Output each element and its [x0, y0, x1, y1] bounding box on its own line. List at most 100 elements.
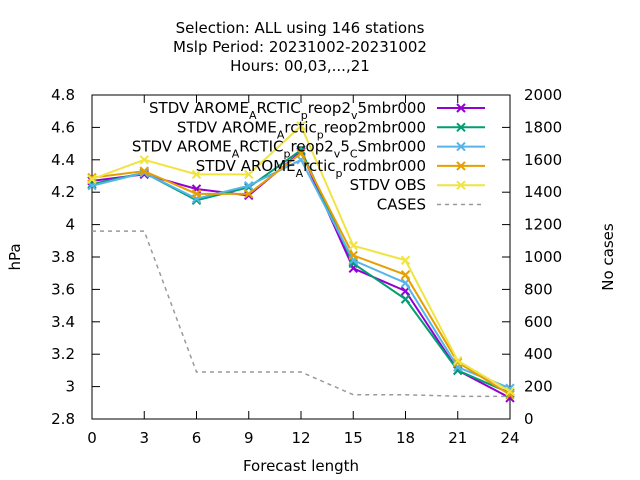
marker-stroke [453, 355, 463, 366]
axes: 2.8 3 3.2 3.4 3.6 3.8 4 4.2 4.4 4.6 4.8 0 200 400 600 8… [51, 86, 562, 447]
marker-stroke [453, 357, 463, 368]
marker-stroke [87, 172, 97, 183]
y-tick-label: 4.6 [51, 118, 75, 136]
legend-label-part: STDV AROME [132, 138, 232, 156]
legend-label: STDV AROMEArcticprodmbr000 [196, 157, 426, 180]
series-line [91, 150, 511, 399]
y-tick-label: 4.8 [51, 86, 75, 104]
data-point [191, 189, 202, 199]
legend-label-part: reop2 [290, 138, 333, 156]
marker-stroke [139, 168, 149, 178]
legend-label-part: 5 [340, 138, 350, 156]
legend-label-part: STDV AROME [196, 157, 296, 175]
legend-label: STDV AROMEARCTICpreop2v5CSmbr000 [132, 138, 426, 161]
x-tick-label: 3 [139, 429, 149, 447]
marker-stroke [456, 180, 466, 190]
marker-stroke [296, 121, 306, 131]
y2-tick-label: 800 [524, 280, 553, 298]
x-tick-label: 9 [244, 429, 254, 447]
y-tick-label: 4 [65, 216, 75, 234]
y2-tick-label: 200 [524, 378, 553, 396]
legend-label-part: p [284, 148, 291, 161]
data-point [400, 270, 411, 280]
x-tick-label: 21 [448, 429, 467, 447]
marker-stroke [191, 169, 202, 180]
legend-marker [456, 180, 466, 190]
data-point [296, 145, 306, 155]
y2-tick-label: 1200 [524, 216, 562, 234]
legend-label-part: STDV OBS [350, 176, 426, 194]
legend-label-part: A [277, 128, 285, 141]
y2-tick-label: 1800 [524, 118, 562, 136]
legend-label-part: RCTIC [256, 99, 300, 117]
x-axis-label: Forecast length [243, 457, 359, 475]
y-tick-label: 2.8 [51, 410, 75, 428]
marker-stroke [400, 270, 411, 280]
y2-tick-label: 1600 [524, 151, 562, 169]
data-point [139, 166, 149, 176]
marker-stroke [348, 240, 358, 251]
title-line: Mslp Period: 20231002-20231002 [173, 38, 427, 56]
marker-stroke [456, 161, 466, 171]
legend-label: STDV AROMEArcticpreop2mbr000 [177, 118, 426, 141]
legend-marker [456, 161, 466, 171]
marker-stroke [244, 189, 254, 199]
y-tick-label: 3.2 [51, 345, 75, 363]
legend-label: STDV OBS [350, 176, 426, 194]
y-tick-label: 3.8 [51, 248, 75, 266]
legend-label-part: RCTIC [239, 138, 283, 156]
legend-label-part: reop2 [308, 99, 351, 117]
legend-label-part: Smbr000 [358, 138, 426, 156]
marker-stroke [87, 174, 97, 184]
data-point [87, 174, 97, 184]
data-point [87, 172, 97, 183]
marker-stroke [244, 181, 254, 191]
y-tick-label: 4.2 [51, 183, 75, 201]
data-point [244, 169, 254, 180]
marker-stroke [139, 155, 149, 165]
y-tick-label: 3 [65, 378, 75, 396]
y-axis-label: hPa [6, 243, 24, 270]
data-point [505, 389, 515, 400]
y2-tick-label: 400 [524, 345, 553, 363]
x-tick-label: 24 [500, 429, 519, 447]
data-point [348, 250, 358, 261]
y2-tick-label: 2000 [524, 86, 562, 104]
legend-label-part: A [249, 109, 257, 122]
x-tick-label: 18 [396, 429, 415, 447]
x-tick-label: 15 [344, 429, 363, 447]
series-line [92, 230, 510, 398]
legend-marker [456, 103, 466, 113]
legend-label-part: v [351, 109, 358, 122]
legend-label-part: 5mbr000 [358, 99, 426, 117]
marker-stroke [296, 145, 306, 155]
data-point [453, 355, 463, 366]
data-point [400, 255, 411, 265]
legend-label-part: reop2mbr000 [324, 118, 426, 136]
legend-marker [456, 122, 466, 133]
legend-label-part: p [301, 109, 308, 122]
y-tick-label: 4.4 [51, 151, 75, 169]
legend-label-part: p [336, 167, 343, 180]
marker-stroke [456, 122, 466, 133]
legend-label-part: rctic [284, 118, 316, 136]
y2-tick-label: 0 [524, 410, 534, 428]
x-tick-label: 0 [87, 429, 97, 447]
legend-label: CASES [377, 196, 426, 214]
series-line [91, 151, 511, 396]
legend-label-part: CASES [377, 196, 426, 214]
legend-label-part: C [350, 148, 358, 161]
marker-stroke [400, 255, 411, 265]
data-point [244, 181, 254, 191]
marker-stroke [244, 169, 254, 180]
marker-stroke [348, 250, 358, 261]
legend-label-part: A [232, 148, 240, 161]
marker-stroke [505, 389, 515, 400]
data-point [296, 121, 306, 131]
series-line [91, 148, 511, 394]
data-point [244, 189, 254, 199]
data-point [453, 357, 463, 368]
marker-stroke [505, 386, 515, 397]
